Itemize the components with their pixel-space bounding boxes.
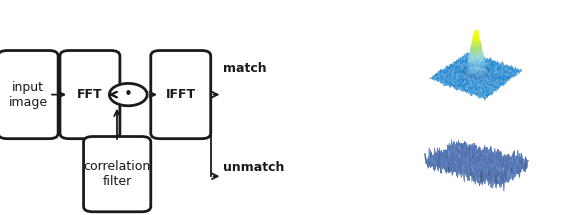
Text: •: • — [124, 87, 132, 102]
Circle shape — [110, 83, 147, 106]
Text: FFT: FFT — [77, 88, 103, 101]
FancyBboxPatch shape — [0, 51, 58, 139]
Text: correlation
filter: correlation filter — [84, 160, 151, 188]
Text: match: match — [223, 62, 267, 75]
FancyBboxPatch shape — [84, 137, 151, 212]
Text: input
image: input image — [9, 81, 47, 109]
Text: unmatch: unmatch — [223, 161, 285, 174]
FancyBboxPatch shape — [60, 51, 120, 139]
Text: IFFT: IFFT — [166, 88, 196, 101]
FancyBboxPatch shape — [151, 51, 211, 139]
